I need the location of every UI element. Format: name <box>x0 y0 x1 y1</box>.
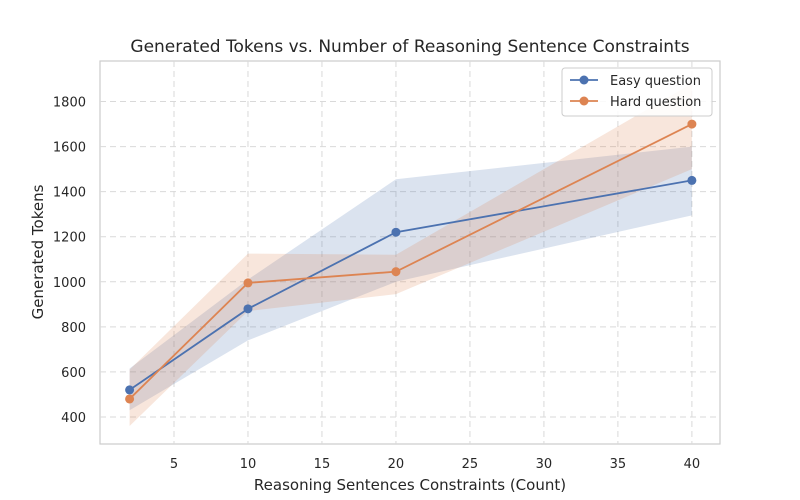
legend: Easy question Hard question <box>561 67 713 117</box>
data-point <box>243 278 253 288</box>
y-tick-label: 1000 <box>53 276 86 291</box>
x-axis-label: Reasoning Sentences Constraints (Count) <box>254 476 566 494</box>
x-tick-label: 25 <box>462 457 479 472</box>
x-tick-label: 20 <box>388 457 405 472</box>
series-line-1 <box>129 179 693 391</box>
y-tick-label: 1600 <box>53 141 86 156</box>
confidence-bands <box>129 83 692 426</box>
y-tick-label: 400 <box>61 411 86 426</box>
x-tick-label: 5 <box>170 457 178 472</box>
y-tick-label: 800 <box>61 321 86 336</box>
chart-title: Generated Tokens vs. Number of Reasoning… <box>130 37 689 57</box>
y-axis-ticks: 400 600 800 1000 1200 1400 1600 1800 <box>53 96 86 426</box>
y-axis-label: Generated Tokens <box>29 184 47 319</box>
plot-area <box>99 60 721 445</box>
confidence-band-2 <box>129 83 692 426</box>
legend-marker <box>579 96 589 106</box>
series-lines <box>128 123 693 400</box>
plot-border <box>99 60 721 445</box>
legend-marker <box>579 75 589 85</box>
data-point <box>687 119 697 129</box>
data-point <box>125 394 135 404</box>
data-point <box>391 267 401 277</box>
data-point <box>125 385 135 395</box>
data-point <box>391 227 401 237</box>
x-axis-ticks: 5 10 15 20 25 30 35 40 <box>170 457 700 472</box>
data-point <box>687 175 697 185</box>
y-tick-label: 1200 <box>53 231 86 246</box>
x-tick-label: 35 <box>610 457 627 472</box>
y-tick-label: 1800 <box>53 96 86 111</box>
x-tick-label: 30 <box>536 457 553 472</box>
confidence-band-1 <box>129 146 692 411</box>
y-tick-label: 1400 <box>53 186 86 201</box>
legend-label: Hard question <box>610 95 701 110</box>
x-tick-label: 15 <box>314 457 331 472</box>
y-tick-label: 600 <box>61 366 86 381</box>
data-point <box>243 304 253 314</box>
legend-label: Easy question <box>610 74 701 89</box>
series-points <box>125 119 697 404</box>
x-tick-label: 10 <box>240 457 257 472</box>
legend-box <box>561 67 713 117</box>
series-line-2 <box>128 123 693 400</box>
x-tick-label: 40 <box>684 457 701 472</box>
